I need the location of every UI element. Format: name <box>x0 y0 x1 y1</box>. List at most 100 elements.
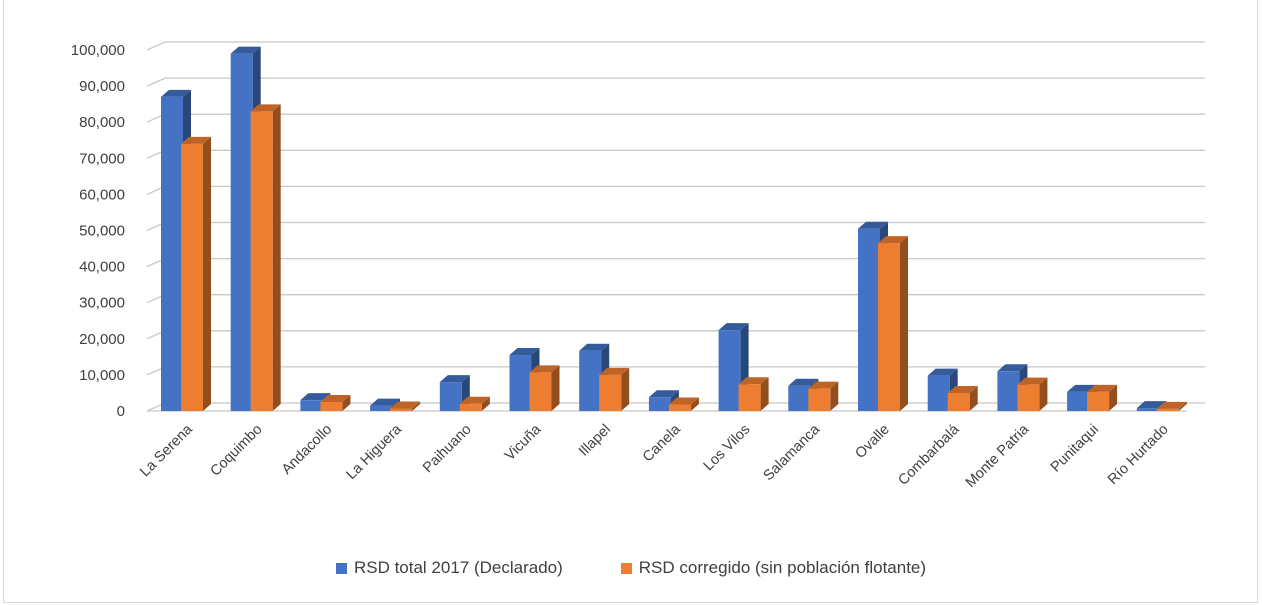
bar-side <box>481 396 490 411</box>
bar-top <box>161 89 191 97</box>
bar-side <box>1109 384 1118 411</box>
bar-front <box>1136 408 1159 411</box>
gridline <box>146 330 1205 340</box>
chart-legend: RSD total 2017 (Declarado) RSD corregido… <box>0 558 1262 578</box>
bar-front <box>599 374 622 411</box>
bar-side <box>272 104 281 412</box>
bar-front <box>718 330 741 411</box>
gridline <box>146 77 1205 87</box>
legend-label-series-1: RSD total 2017 (Declarado) <box>353 558 563 577</box>
bar-front <box>579 350 602 411</box>
legend-label-series-2: RSD corregido (sin población flotante) <box>638 558 927 577</box>
bar-top <box>250 104 281 112</box>
y-tick-label: 0 <box>117 403 125 420</box>
bar-top <box>509 348 540 356</box>
bar-side <box>900 236 908 411</box>
bar <box>738 377 769 411</box>
y-tick-label: 30,000 <box>79 295 125 312</box>
bar-top <box>997 364 1028 372</box>
bar-top <box>320 394 351 402</box>
gridline <box>146 113 1205 123</box>
bar-top <box>718 323 749 331</box>
bar-front <box>947 392 970 411</box>
bar <box>320 394 351 411</box>
bar-front <box>370 405 393 411</box>
x-tick-label: Monte Patria <box>963 421 1033 491</box>
bar-side <box>203 136 211 412</box>
legend-swatch-series-2 <box>620 562 632 574</box>
x-tick-label: Illapel <box>576 422 614 460</box>
bar <box>599 367 630 411</box>
bar-front <box>459 403 482 411</box>
bar-front <box>181 143 203 412</box>
bar <box>250 104 281 412</box>
x-tick-label: Vicuña <box>502 421 545 464</box>
bar-top <box>599 367 630 375</box>
bar-front <box>1017 384 1040 411</box>
bar <box>668 397 699 411</box>
bar-side <box>551 365 560 411</box>
bar <box>878 236 908 411</box>
bar-side <box>342 394 351 411</box>
bar-top <box>390 401 421 409</box>
y-tick-label: 100,000 <box>71 42 125 59</box>
bar-top <box>370 398 401 406</box>
bar-top <box>648 390 679 398</box>
bar-side <box>621 367 630 411</box>
bar <box>1017 377 1048 411</box>
bar-side <box>760 377 769 411</box>
x-tick-label: Río Hurtado <box>1105 422 1172 489</box>
bar <box>459 396 490 411</box>
bar-front <box>878 243 900 411</box>
x-tick-label: Coquimbo <box>207 422 265 480</box>
y-tick-label: 50,000 <box>79 223 125 240</box>
bar-side <box>969 385 978 411</box>
y-tick-label: 20,000 <box>79 331 125 348</box>
bar-top <box>1087 384 1118 392</box>
bar-top <box>808 381 839 389</box>
bar-front <box>250 111 273 412</box>
bar-top <box>181 136 211 144</box>
y-tick-label: 10,000 <box>79 367 125 384</box>
bar <box>181 136 211 412</box>
bar-front <box>1156 408 1179 411</box>
bar-top <box>668 397 699 405</box>
bar <box>529 365 560 411</box>
bar-front <box>1087 391 1110 411</box>
x-tick-label: Punitaqui <box>1048 422 1102 476</box>
bar-top <box>878 236 908 244</box>
x-tick-label: Canela <box>640 421 684 465</box>
gridline <box>146 41 1205 51</box>
bar <box>947 385 978 411</box>
bar-top <box>788 378 819 386</box>
chart-frame <box>3 0 1258 603</box>
bar-front <box>997 371 1020 411</box>
x-tick-label: Salamanca <box>761 421 824 484</box>
gridline <box>146 221 1205 232</box>
bar-front <box>300 400 323 411</box>
x-tick-label: Los Vilos <box>701 422 754 475</box>
y-tick-label: 40,000 <box>79 259 125 276</box>
bar-top <box>300 393 331 401</box>
gridline <box>146 149 1205 159</box>
legend-item-series-2: RSD corregido (sin población flotante) <box>620 558 927 578</box>
bar-front <box>788 385 811 411</box>
y-tick-label: 70,000 <box>79 150 125 167</box>
bar-front <box>927 375 950 411</box>
bar-front <box>230 53 253 412</box>
gridline <box>146 366 1205 376</box>
legend-swatch-series-1 <box>335 562 347 574</box>
x-tick-label: Ovalle <box>852 422 892 462</box>
bar-top <box>439 375 470 383</box>
bar-side <box>690 397 699 411</box>
x-tick-label: La Serena <box>137 421 196 480</box>
bar-top <box>1156 401 1187 409</box>
bar-top <box>1017 377 1048 385</box>
bar-front <box>858 228 880 411</box>
bar-top <box>858 221 888 229</box>
y-tick-label: 90,000 <box>79 78 125 95</box>
bar-side <box>1178 401 1187 411</box>
chart-plot: 0 10,000 20,000 30,000 40,000 50,000 60,000 70,… <box>71 41 1205 491</box>
bar-top <box>738 377 769 385</box>
bar-top <box>927 368 958 376</box>
